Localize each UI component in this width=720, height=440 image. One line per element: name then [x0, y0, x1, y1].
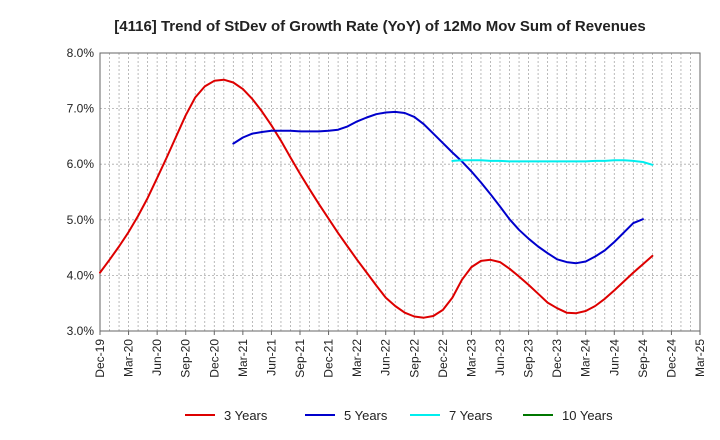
x-tick-label: Mar-20 [122, 339, 136, 377]
y-tick-label: 6.0% [67, 157, 95, 171]
chart-title: [4116] Trend of StDev of Growth Rate (Yo… [114, 18, 645, 35]
plot-area-border [99, 52, 701, 332]
y-tick-label: 7.0% [67, 102, 95, 116]
x-tick-label: Dec-23 [550, 339, 564, 378]
x-tick-label: Jun-24 [607, 339, 621, 376]
legend-label-3-years: 3 Years [224, 408, 268, 423]
series-line-5-years [232, 110, 644, 265]
x-tick-label: Mar-24 [579, 339, 593, 377]
x-tick-label: Sep-20 [179, 339, 193, 378]
series-line-3-years [99, 78, 654, 319]
legend-label-5-years: 5 Years [344, 408, 388, 423]
x-tick-label: Dec-24 [664, 339, 678, 378]
x-tick-label: Sep-21 [293, 339, 307, 378]
x-tick-label: Sep-22 [407, 339, 421, 378]
x-tick-label: Dec-22 [436, 339, 450, 378]
x-tick-label: Dec-21 [322, 339, 336, 378]
y-tick-label: 8.0% [67, 46, 95, 60]
series-lines [99, 78, 654, 319]
y-tick-label: 5.0% [67, 213, 95, 227]
y-tick-label: 3.0% [67, 324, 95, 338]
x-tick-label: Mar-22 [350, 339, 364, 377]
y-axis: 3.0% 4.0% 5.0% 6.0% 7.0% 8.0% [67, 46, 95, 338]
x-tick-label: Sep-24 [636, 339, 650, 378]
legend-label-7-years: 7 Years [449, 408, 493, 423]
x-tick-label: Jun-21 [264, 339, 278, 376]
x-tick-label: Jun-22 [379, 339, 393, 376]
x-tick-label: Mar-21 [236, 339, 250, 377]
series-line-7-years [451, 159, 654, 166]
grid [100, 53, 700, 331]
x-tick-label: Mar-25 [693, 339, 707, 377]
legend-label-10-years: 10 Years [562, 408, 613, 423]
x-tick-label: Jun-20 [150, 339, 164, 376]
y-tick-label: 4.0% [67, 268, 95, 282]
x-tick-label: Jun-23 [493, 339, 507, 376]
x-tick-label: Dec-20 [207, 339, 221, 378]
x-tick-label: Sep-23 [522, 339, 536, 378]
x-tick-label: Dec-19 [93, 339, 107, 378]
x-tick-label: Mar-23 [464, 339, 478, 377]
legend: 3 Years 5 Years 7 Years 10 Years [185, 408, 613, 423]
x-axis: Dec-19 Mar-20 Jun-20 Sep-20 Dec-20 Mar-21 Jun-… [93, 331, 707, 378]
